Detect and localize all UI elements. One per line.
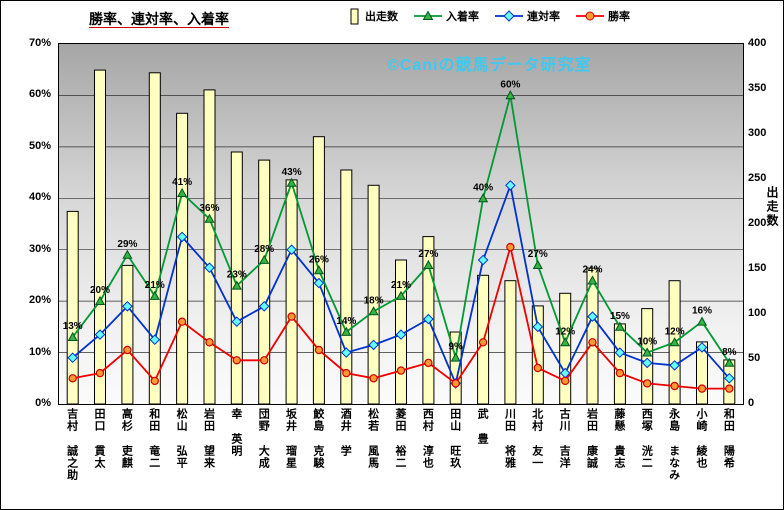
right-axis-tick: 150 bbox=[748, 262, 767, 274]
x-axis-label: 永島 まなみ bbox=[667, 408, 680, 481]
x-axis-label: 田口 貫太 bbox=[93, 408, 106, 469]
right-axis-tick: 200 bbox=[748, 217, 767, 229]
triangle-marker-icon bbox=[414, 10, 442, 20]
svg-text:23%: 23% bbox=[227, 270, 247, 281]
x-axis-label: 鮫島 克駿 bbox=[311, 408, 324, 469]
legend-item-quinella-rate: 連対率 bbox=[495, 8, 560, 24]
right-axis-title: 出走数 bbox=[765, 186, 779, 228]
left-axis-tick: 10% bbox=[28, 345, 51, 358]
left-axis-tick: 20% bbox=[28, 294, 51, 307]
svg-text:26%: 26% bbox=[309, 254, 329, 265]
x-axis-label: 高杉 吏麒 bbox=[120, 408, 133, 469]
svg-text:40%: 40% bbox=[473, 182, 493, 193]
x-axis-label: 坂井 瑠星 bbox=[284, 408, 297, 469]
circle-marker-icon bbox=[576, 11, 604, 21]
x-axis-label: 藤懸 貴志 bbox=[612, 408, 625, 469]
x-axis-label: 吉村 誠之助 bbox=[65, 408, 78, 481]
svg-text:13%: 13% bbox=[63, 321, 83, 332]
legend-label: 出走数 bbox=[365, 11, 398, 23]
legend-item-starts: 出走数 bbox=[347, 7, 398, 25]
right-axis-tick: 350 bbox=[748, 82, 767, 94]
x-axis-label: 幸 英明 bbox=[229, 408, 242, 457]
left-axis-tick: 50% bbox=[28, 139, 51, 152]
plot-svg: 13% 20% 29% 21% 41% 36% 23% 28% 43% 26% 14% 18% 21% 2… bbox=[59, 69, 743, 404]
right-axis-tick: 0 bbox=[748, 397, 755, 409]
svg-text:21%: 21% bbox=[145, 280, 165, 291]
legend-item-place-rate: 入着率 bbox=[414, 8, 479, 24]
x-axis-label: 松山 弘平 bbox=[175, 408, 188, 469]
svg-text:27%: 27% bbox=[418, 249, 438, 260]
x-axis-label: 松若 風馬 bbox=[366, 408, 379, 469]
svg-text:10%: 10% bbox=[637, 337, 657, 348]
svg-text:15%: 15% bbox=[610, 311, 630, 322]
plot-area: 13% 20% 29% 21% 41% 36% 23% 28% 43% 26% 14% 18% 21% 2… bbox=[58, 43, 744, 405]
svg-text:60%: 60% bbox=[500, 79, 520, 90]
diamond-marker-icon bbox=[495, 10, 523, 22]
x-axis-label: 古川 吉洋 bbox=[558, 408, 571, 469]
right-axis-tick: 400 bbox=[748, 37, 767, 49]
svg-text:12%: 12% bbox=[555, 326, 575, 337]
legend-label: 入着率 bbox=[446, 11, 479, 23]
legend-label: 連対率 bbox=[527, 11, 560, 23]
legend-item-win-rate: 勝率 bbox=[576, 8, 630, 24]
right-axis-tick: 50 bbox=[748, 352, 761, 364]
x-axis-label: 岩田 康誠 bbox=[585, 408, 598, 469]
x-axis-label: 北村 友一 bbox=[530, 408, 543, 469]
svg-text:27%: 27% bbox=[528, 249, 548, 260]
right-axis-tick: 300 bbox=[748, 127, 767, 139]
left-axis-tick: 0% bbox=[35, 397, 51, 409]
svg-text:16%: 16% bbox=[692, 306, 712, 317]
legend-label: 勝率 bbox=[608, 11, 630, 23]
x-axis-label: 西村 淳也 bbox=[421, 408, 434, 469]
x-axis-label: 酒井 学 bbox=[339, 408, 352, 457]
x-axis-label: 和田 竜二 bbox=[147, 408, 160, 469]
svg-text:24%: 24% bbox=[582, 265, 602, 276]
svg-text:36%: 36% bbox=[199, 203, 219, 214]
svg-text:21%: 21% bbox=[391, 280, 411, 291]
svg-text:18%: 18% bbox=[364, 295, 384, 306]
svg-text:12%: 12% bbox=[665, 326, 685, 337]
right-axis-tick: 100 bbox=[748, 307, 767, 319]
left-axis-tick: 40% bbox=[28, 191, 51, 204]
x-axis-label: 団野 大成 bbox=[257, 408, 270, 469]
left-axis-tick: 60% bbox=[28, 88, 51, 101]
chart-title: 勝率、連対率、入着率 bbox=[89, 11, 229, 27]
svg-text:9%: 9% bbox=[448, 342, 463, 353]
x-axis-label: 小崎 綾也 bbox=[694, 408, 707, 469]
left-axis-tick: 70% bbox=[28, 37, 51, 49]
watermark: ©Caniの競馬データ研究室 bbox=[387, 57, 592, 74]
svg-text:29%: 29% bbox=[117, 239, 137, 250]
x-axis-label: 西塚 洸二 bbox=[640, 408, 653, 469]
chart-legend: 出走数 入着率 連対率 勝率 bbox=[347, 7, 630, 25]
svg-text:41%: 41% bbox=[172, 177, 192, 188]
svg-text:8%: 8% bbox=[722, 347, 737, 358]
x-axis-label: 和田 陽希 bbox=[722, 408, 735, 469]
x-axis-label: 川田 将雅 bbox=[503, 408, 516, 469]
bar-swatch-icon bbox=[350, 8, 359, 25]
left-axis-tick: 30% bbox=[28, 242, 51, 255]
x-axis-label: 菱田 裕二 bbox=[394, 408, 406, 469]
svg-text:20%: 20% bbox=[90, 285, 110, 296]
x-axis-label: 武 豊 bbox=[476, 408, 489, 445]
svg-text:14%: 14% bbox=[336, 316, 356, 327]
x-axis-label: 田山 旺玖 bbox=[448, 408, 461, 469]
svg-text:28%: 28% bbox=[254, 244, 274, 255]
x-axis-label: 岩田 望来 bbox=[202, 408, 215, 469]
svg-text:43%: 43% bbox=[282, 167, 302, 178]
right-axis-tick: 250 bbox=[748, 172, 767, 184]
